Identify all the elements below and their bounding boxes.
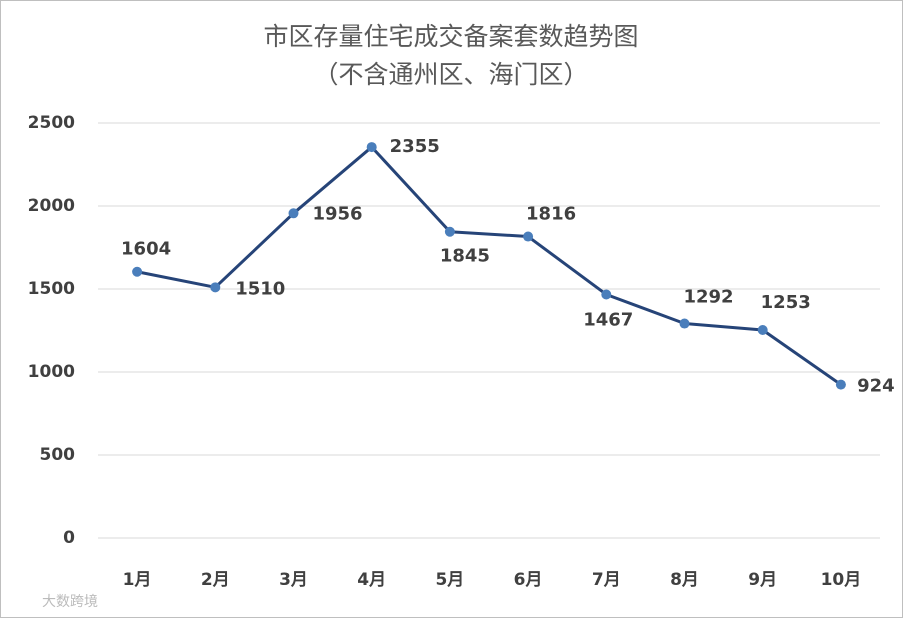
y-tick-label: 2500 bbox=[28, 113, 75, 133]
x-tick-label: 2月 bbox=[201, 570, 230, 590]
data-label: 924 bbox=[857, 376, 895, 397]
y-tick-label: 500 bbox=[40, 445, 76, 465]
data-point bbox=[132, 266, 143, 277]
data-label: 2355 bbox=[390, 136, 440, 157]
y-tick-label: 0 bbox=[63, 528, 75, 548]
data-point bbox=[523, 231, 534, 242]
x-tick-label: 1月 bbox=[123, 570, 152, 590]
data-point bbox=[757, 325, 768, 336]
data-label: 1816 bbox=[526, 204, 576, 225]
data-label: 1956 bbox=[312, 203, 362, 224]
x-tick-label: 8月 bbox=[670, 570, 699, 590]
data-label: 1467 bbox=[583, 309, 633, 330]
chart-title: 市区存量住宅成交备案套数趋势图 bbox=[263, 22, 638, 51]
y-tick-label: 1500 bbox=[28, 279, 75, 299]
data-label: 1292 bbox=[683, 287, 733, 308]
data-point bbox=[679, 318, 690, 329]
x-tick-label: 10月 bbox=[821, 570, 862, 590]
data-point bbox=[444, 226, 455, 237]
x-tick-label: 5月 bbox=[435, 570, 464, 590]
data-line bbox=[136, 145, 842, 386]
data-point bbox=[601, 289, 612, 300]
watermark: 大数跨境 bbox=[42, 594, 98, 610]
data-label: 1604 bbox=[121, 239, 171, 260]
y-tick-label: 2000 bbox=[28, 196, 75, 216]
data-point bbox=[210, 282, 221, 293]
y-tick-label: 1000 bbox=[28, 362, 75, 382]
data-label: 1510 bbox=[235, 278, 285, 299]
data-point bbox=[835, 379, 846, 390]
data-label: 1845 bbox=[440, 246, 490, 267]
data-point bbox=[288, 208, 299, 219]
chart-subtitle: （不含通州区、海门区） bbox=[313, 60, 588, 89]
x-tick-label: 7月 bbox=[592, 570, 621, 590]
data-point bbox=[366, 142, 377, 153]
x-tick-label: 6月 bbox=[514, 570, 543, 590]
x-tick-label: 9月 bbox=[748, 570, 777, 590]
x-tick-label: 3月 bbox=[279, 570, 308, 590]
x-tick-label: 4月 bbox=[357, 570, 386, 590]
data-label: 1253 bbox=[761, 292, 811, 313]
